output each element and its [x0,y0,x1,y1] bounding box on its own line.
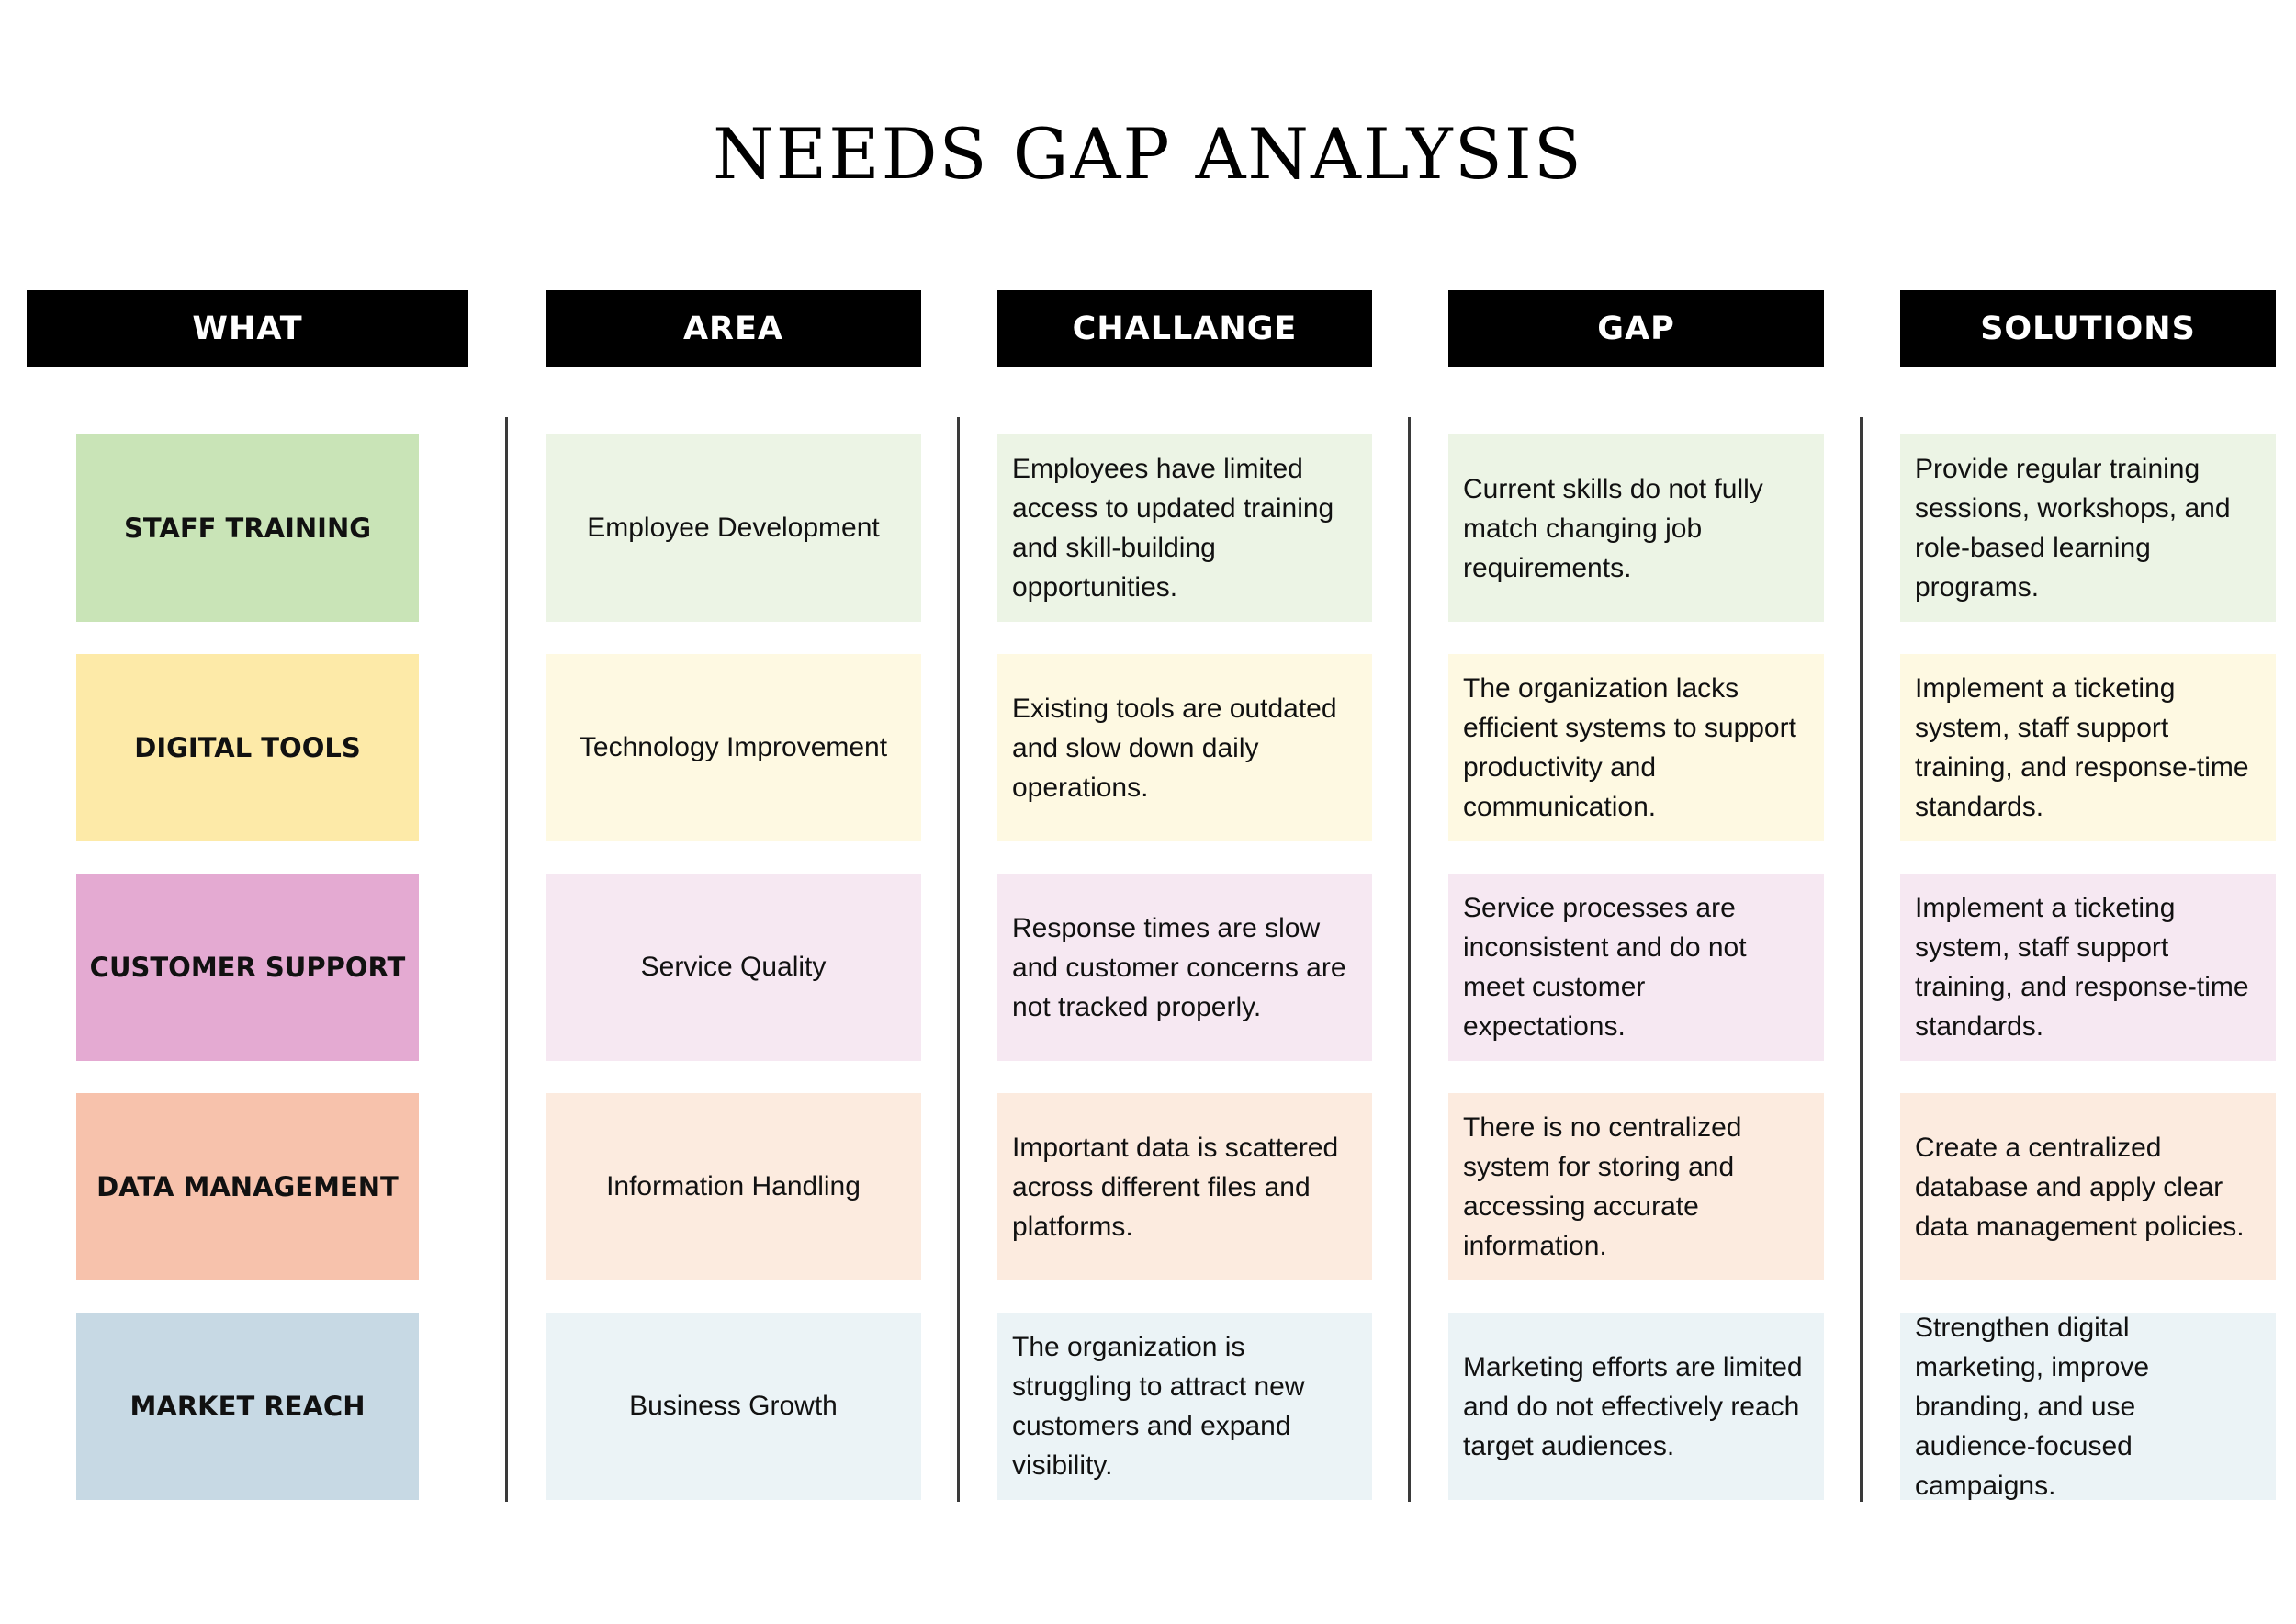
gap-text: There is no centralized system for stori… [1463,1112,1742,1261]
solutions-text: Strengthen digital marketing, improve br… [1915,1312,2150,1501]
gap-cell: Marketing efforts are limited and do not… [1448,1313,1824,1500]
solutions-text: Implement a ticketing system, staff supp… [1915,673,2249,822]
area-cell: Employee Development [546,434,921,622]
solutions-cell: Strengthen digital marketing, improve br… [1900,1313,2276,1501]
challenge-text: Employees have limited access to updated… [1012,454,1334,603]
column-divider [1408,417,1411,1502]
what-text: CUSTOMER SUPPORT [89,952,406,983]
gap-text: Marketing efforts are limited and do not… [1463,1351,1803,1461]
area-cell: Service Quality [546,874,921,1061]
challenge-cell: The organization is struggling to attrac… [997,1313,1372,1500]
solutions-cell: Provide regular training sessions, works… [1900,434,2276,622]
header-area: AREA [546,290,921,367]
challenge-text: Important data is scattered across diffe… [1012,1132,1339,1242]
what-text: MARKET REACH [129,1391,366,1422]
area-text: Technology Improvement [579,732,888,762]
gap-cell: Current skills do not fully match changi… [1448,434,1824,622]
gap-text: Current skills do not fully match changi… [1463,473,1763,583]
what-cell: DATA MANAGEMENT [76,1093,419,1280]
gap-cell: The organization lacks efficient systems… [1448,654,1824,841]
area-text: Employee Development [587,513,880,543]
area-text: Service Quality [640,952,827,982]
what-cell: CUSTOMER SUPPORT [76,874,419,1061]
area-cell: Business Growth [546,1313,921,1500]
gap-text: Service processes are inconsistent and d… [1463,893,1747,1042]
solutions-cell: Create a centralized database and apply … [1900,1093,2276,1280]
solutions-text: Implement a ticketing system, staff supp… [1915,893,2249,1042]
what-cell: DIGITAL TOOLS [76,654,419,841]
gap-cell: There is no centralized system for stori… [1448,1093,1824,1280]
solutions-cell: Implement a ticketing system, staff supp… [1900,874,2276,1061]
what-text: STAFF TRAINING [123,513,372,544]
challenge-text: Existing tools are outdated and slow dow… [1012,693,1337,803]
solutions-cell: Implement a ticketing system, staff supp… [1900,654,2276,841]
header-gap: GAP [1448,290,1824,367]
area-cell: Information Handling [546,1093,921,1280]
challenge-cell: Existing tools are outdated and slow dow… [997,654,1372,841]
challenge-cell: Employees have limited access to updated… [997,434,1372,622]
header-challenge: CHALLANGE [997,290,1372,367]
column-divider [505,417,508,1502]
challenge-text: The organization is struggling to attrac… [1012,1332,1305,1481]
page-title: NEEDS GAP ANALYSIS [713,113,1583,195]
area-text: Business Growth [629,1391,838,1421]
gap-text: The organization lacks efficient systems… [1463,673,1796,822]
area-text: Information Handling [606,1171,861,1201]
gap-cell: Service processes are inconsistent and d… [1448,874,1824,1061]
challenge-cell: Response times are slow and customer con… [997,874,1372,1061]
column-divider [957,417,960,1502]
column-divider [1860,417,1863,1502]
solutions-text: Provide regular training sessions, works… [1915,454,2231,603]
area-cell: Technology Improvement [546,654,921,841]
what-cell: STAFF TRAINING [76,434,419,622]
challenge-cell: Important data is scattered across diffe… [997,1093,1372,1280]
what-cell: MARKET REACH [76,1313,419,1500]
what-text: DATA MANAGEMENT [96,1171,399,1202]
header-what: WHAT [27,290,468,367]
header-solutions: SOLUTIONS [1900,290,2276,367]
what-text: DIGITAL TOOLS [134,732,361,763]
challenge-text: Response times are slow and customer con… [1012,912,1346,1022]
solutions-text: Create a centralized database and apply … [1915,1132,2245,1242]
